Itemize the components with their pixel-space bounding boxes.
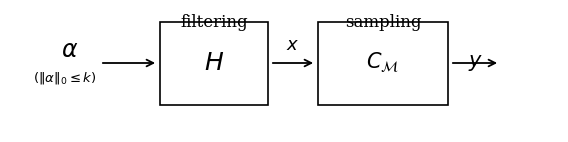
Text: $(\|\alpha\|_0 \leq k)$: $(\|\alpha\|_0 \leq k)$	[34, 70, 97, 86]
Bar	[318, 22, 448, 105]
Text: $H$: $H$	[204, 51, 224, 75]
Text: $x$: $x$	[286, 36, 300, 54]
Text: sampling: sampling	[345, 14, 421, 31]
Text: $y$: $y$	[469, 53, 483, 73]
Text: $\alpha$: $\alpha$	[61, 38, 78, 62]
Bar	[160, 22, 268, 105]
Text: filtering: filtering	[180, 14, 248, 31]
Text: $C_{\mathcal{M}}$: $C_{\mathcal{M}}$	[366, 51, 399, 75]
